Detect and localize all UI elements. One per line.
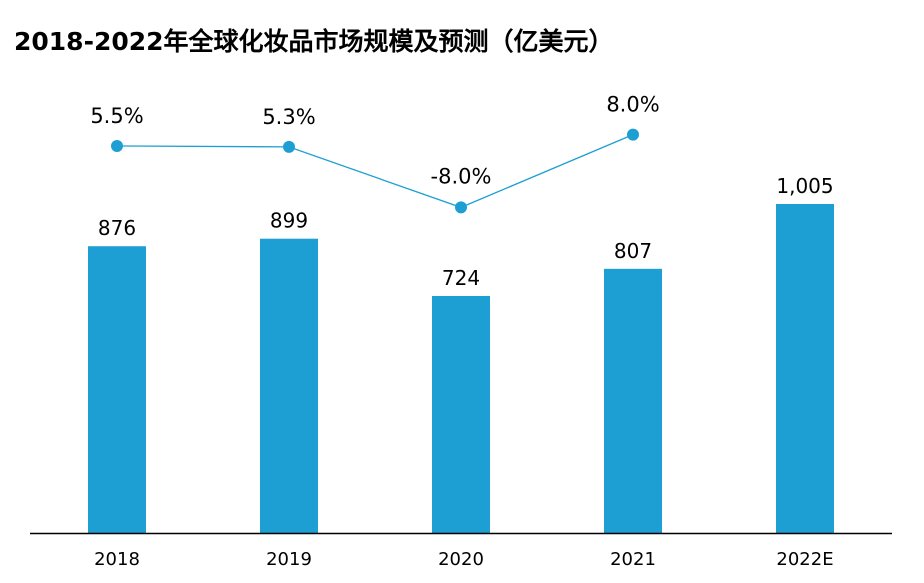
growth-rate-label: 8.0% <box>606 93 659 117</box>
growth-rate-point <box>111 139 123 152</box>
bar-2022E <box>776 204 834 533</box>
bar-value-label: 807 <box>614 239 652 263</box>
growth-rate-label: 5.3% <box>262 105 315 129</box>
bar-2020 <box>432 295 490 533</box>
bar-2019 <box>260 238 318 533</box>
bar-value-label: 876 <box>98 216 136 240</box>
bar-value-label: 899 <box>270 209 308 233</box>
growth-rate-point <box>627 128 639 141</box>
x-tick-label: 2021 <box>610 549 656 570</box>
growth-rate-point <box>455 201 467 214</box>
growth-rate-label: -8.0% <box>431 164 492 188</box>
x-tick-label: 2020 <box>438 549 484 570</box>
x-tick-label: 2019 <box>266 549 312 570</box>
growth-rate-label: 5.5% <box>90 104 143 128</box>
bar-value-label: 724 <box>442 266 480 290</box>
x-tick-label: 2018 <box>94 549 140 570</box>
growth-rate-line <box>116 134 634 209</box>
bar-2021 <box>604 268 662 533</box>
chart-title: 2018-2022年全球化妆品市场规模及预测（亿美元） <box>14 27 614 56</box>
bar-2018 <box>88 246 146 533</box>
bar-value-label: 1,005 <box>776 174 833 198</box>
x-tick-label: 2022E <box>776 549 833 570</box>
growth-rate-point <box>283 140 295 153</box>
